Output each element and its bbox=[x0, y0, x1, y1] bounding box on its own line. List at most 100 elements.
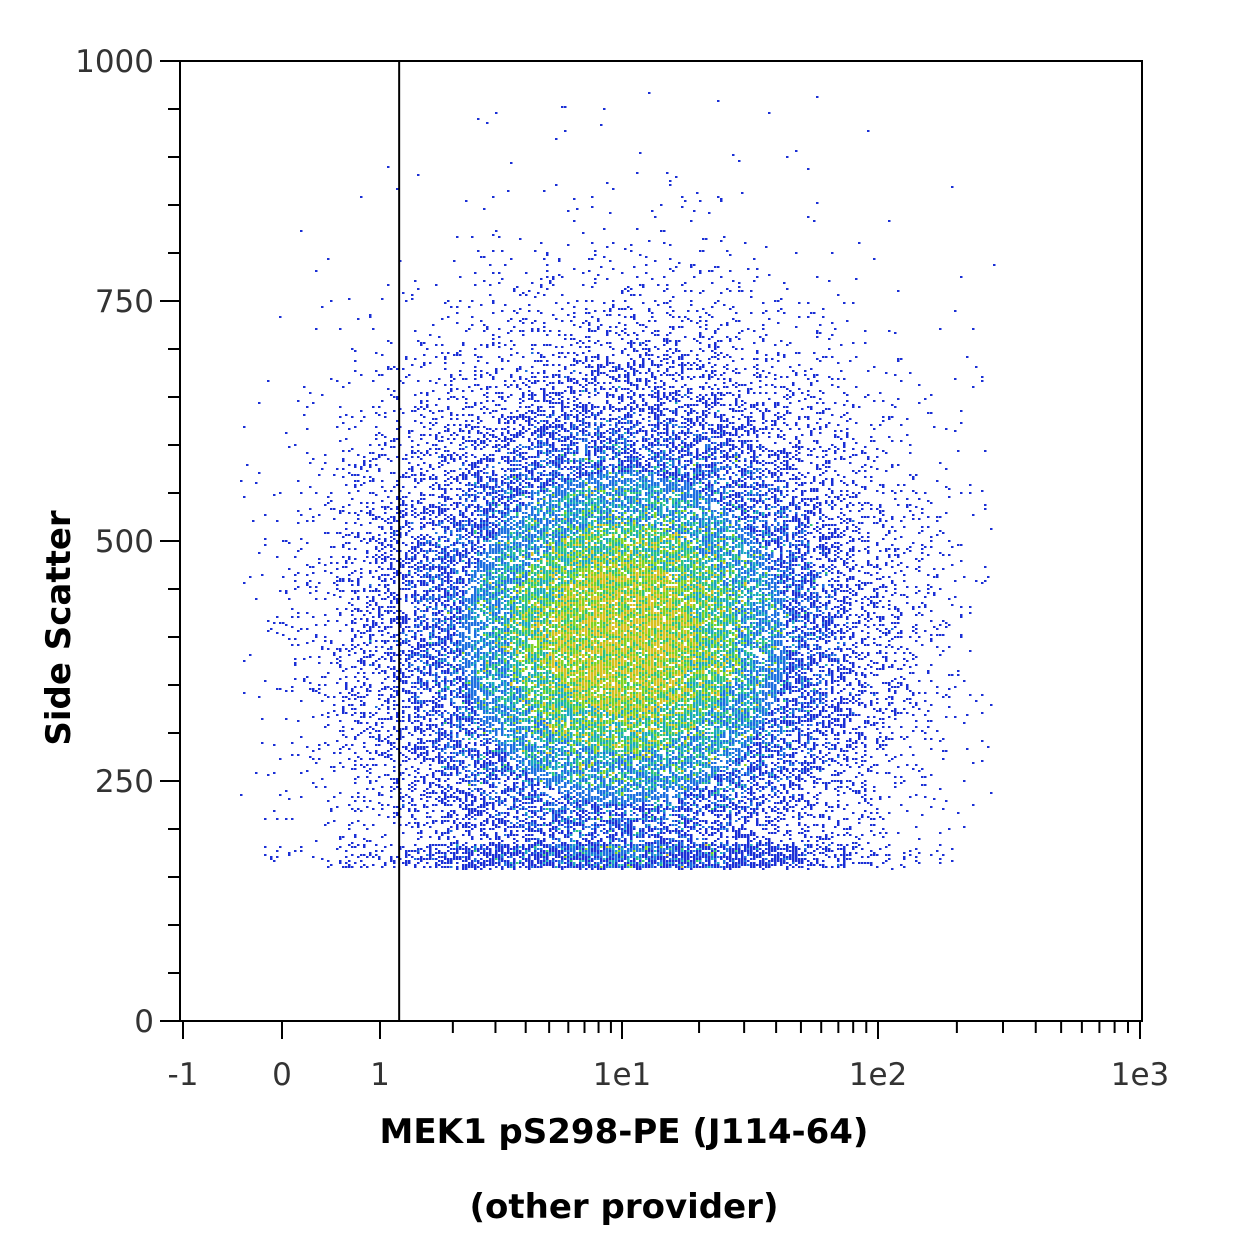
event-dot bbox=[468, 464, 471, 466]
event-dot bbox=[681, 724, 684, 726]
event-dot bbox=[687, 622, 690, 624]
event-dot bbox=[606, 752, 609, 754]
event-dot bbox=[663, 504, 666, 506]
event-dot bbox=[657, 776, 660, 778]
event-dot bbox=[429, 850, 432, 852]
event-dot bbox=[738, 708, 741, 710]
event-dot bbox=[711, 528, 714, 530]
event-dot bbox=[702, 744, 705, 746]
event-dot bbox=[564, 626, 567, 628]
event-dot bbox=[639, 862, 642, 864]
event-dot bbox=[630, 696, 633, 698]
event-dot bbox=[486, 682, 489, 684]
event-dot bbox=[666, 626, 669, 628]
event-dot bbox=[645, 566, 648, 568]
event-dot bbox=[396, 712, 399, 714]
event-dot bbox=[648, 790, 651, 792]
event-dot bbox=[588, 748, 591, 750]
event-dot bbox=[627, 788, 630, 790]
event-dot bbox=[723, 454, 726, 456]
event-dot bbox=[747, 750, 750, 752]
event-dot bbox=[744, 618, 747, 620]
event-dot bbox=[504, 544, 507, 546]
event-dot bbox=[543, 662, 546, 664]
event-dot bbox=[567, 462, 570, 464]
event-dot bbox=[693, 618, 696, 620]
event-dot bbox=[459, 706, 462, 708]
event-dot bbox=[594, 708, 597, 710]
event-dot bbox=[798, 640, 801, 642]
event-dot bbox=[543, 684, 546, 686]
event-dot bbox=[477, 736, 480, 738]
event-dot bbox=[906, 548, 909, 550]
event-dot bbox=[630, 848, 633, 850]
event-dot bbox=[582, 778, 585, 780]
event-dot bbox=[765, 730, 768, 732]
event-dot bbox=[693, 714, 696, 716]
event-dot bbox=[627, 746, 630, 748]
event-dot bbox=[525, 478, 528, 480]
event-dot bbox=[612, 540, 615, 542]
event-dot bbox=[495, 486, 498, 488]
event-dot bbox=[678, 432, 681, 434]
event-dot bbox=[594, 428, 597, 430]
event-dot bbox=[576, 772, 579, 774]
event-dot bbox=[651, 586, 654, 588]
event-dot bbox=[441, 558, 444, 560]
event-dot bbox=[690, 864, 693, 866]
event-dot bbox=[390, 546, 393, 548]
event-dot bbox=[696, 666, 699, 668]
event-dot bbox=[345, 696, 348, 698]
event-dot bbox=[753, 702, 756, 704]
event-dot bbox=[582, 406, 585, 408]
event-dot bbox=[465, 744, 468, 746]
event-dot bbox=[681, 692, 684, 694]
event-dot bbox=[648, 582, 651, 584]
event-dot bbox=[540, 528, 543, 530]
event-dot bbox=[591, 700, 594, 702]
event-dot bbox=[555, 586, 558, 588]
event-dot bbox=[486, 662, 489, 664]
event-dot bbox=[489, 694, 492, 696]
event-dot bbox=[732, 318, 735, 320]
event-dot bbox=[483, 720, 486, 722]
event-dot bbox=[774, 656, 777, 658]
event-dot bbox=[603, 610, 606, 612]
event-dot bbox=[567, 684, 570, 686]
event-dot bbox=[573, 704, 576, 706]
event-dot bbox=[528, 854, 531, 856]
event-dot bbox=[687, 646, 690, 648]
event-dot bbox=[567, 602, 570, 604]
event-dot bbox=[591, 624, 594, 626]
event-dot bbox=[498, 612, 501, 614]
event-dot bbox=[522, 720, 525, 722]
event-dot bbox=[765, 710, 768, 712]
event-dot bbox=[588, 722, 591, 724]
event-dot bbox=[639, 530, 642, 532]
event-dot bbox=[906, 648, 909, 650]
event-dot bbox=[681, 574, 684, 576]
event-dot bbox=[609, 844, 612, 846]
event-dot bbox=[636, 600, 639, 602]
event-dot bbox=[570, 834, 573, 836]
event-dot bbox=[471, 852, 474, 854]
event-dot bbox=[624, 594, 627, 596]
event-dot bbox=[480, 772, 483, 774]
event-dot bbox=[558, 620, 561, 622]
event-dot bbox=[744, 510, 747, 512]
event-dot bbox=[648, 756, 651, 758]
event-dot bbox=[582, 780, 585, 782]
event-dot bbox=[708, 608, 711, 610]
event-dot bbox=[618, 614, 621, 616]
event-dot bbox=[699, 760, 702, 762]
event-dot bbox=[780, 630, 783, 632]
event-dot bbox=[639, 552, 642, 554]
event-dot bbox=[645, 556, 648, 558]
event-dot bbox=[609, 684, 612, 686]
event-dot bbox=[681, 570, 684, 572]
event-dot bbox=[585, 698, 588, 700]
event-dot bbox=[519, 544, 522, 546]
event-dot bbox=[735, 598, 738, 600]
event-dot bbox=[696, 636, 699, 638]
event-dot bbox=[639, 628, 642, 630]
